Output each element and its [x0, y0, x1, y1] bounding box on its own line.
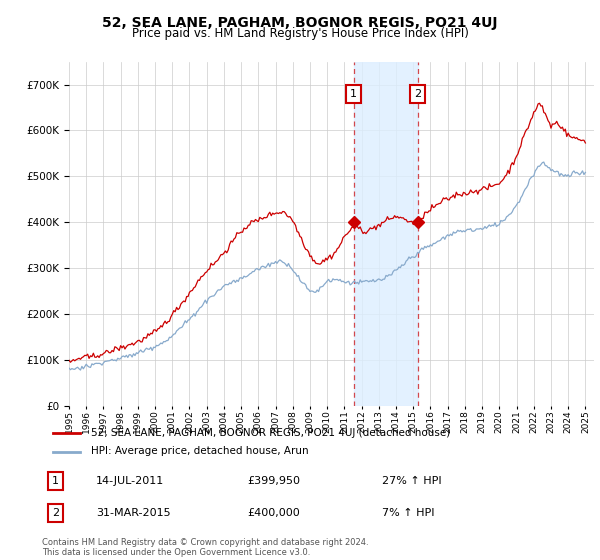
Text: 1: 1	[350, 88, 357, 99]
Text: Contains HM Land Registry data © Crown copyright and database right 2024.
This d: Contains HM Land Registry data © Crown c…	[42, 538, 368, 557]
Bar	[354, 62, 418, 406]
Text: HPI: Average price, detached house, Arun: HPI: Average price, detached house, Arun	[91, 446, 308, 456]
Text: 14-JUL-2011: 14-JUL-2011	[96, 476, 164, 486]
Text: £400,000: £400,000	[247, 508, 300, 518]
Text: 52, SEA LANE, PAGHAM, BOGNOR REGIS, PO21 4UJ: 52, SEA LANE, PAGHAM, BOGNOR REGIS, PO21…	[102, 16, 498, 30]
Text: 27% ↑ HPI: 27% ↑ HPI	[382, 476, 442, 486]
Text: 52, SEA LANE, PAGHAM, BOGNOR REGIS, PO21 4UJ (detached house): 52, SEA LANE, PAGHAM, BOGNOR REGIS, PO21…	[91, 428, 450, 437]
Text: 31-MAR-2015: 31-MAR-2015	[96, 508, 170, 518]
Text: Price paid vs. HM Land Registry's House Price Index (HPI): Price paid vs. HM Land Registry's House …	[131, 27, 469, 40]
Text: 2: 2	[52, 508, 59, 518]
Text: 2: 2	[414, 88, 421, 99]
Text: 7% ↑ HPI: 7% ↑ HPI	[382, 508, 434, 518]
Text: 1: 1	[52, 476, 59, 486]
Text: £399,950: £399,950	[247, 476, 300, 486]
